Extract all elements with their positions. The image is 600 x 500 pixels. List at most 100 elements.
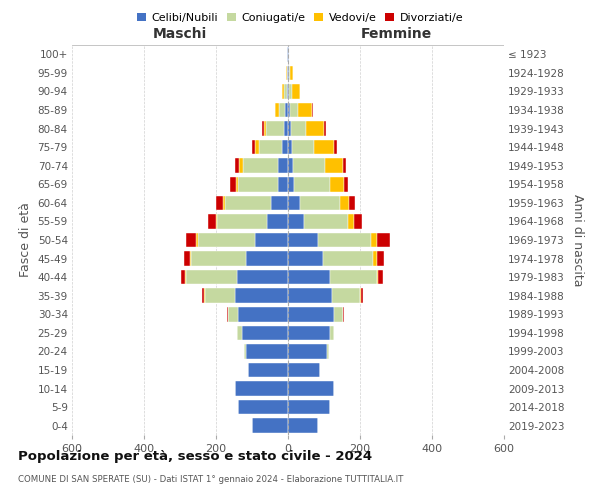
Bar (304, 214, 348, 228)
Bar (291, 122, 306, 136)
Bar (288, 307, 334, 322)
Bar (292, 84, 299, 98)
Bar (271, 196, 288, 210)
Bar (205, 288, 235, 303)
Bar (242, 158, 278, 173)
Bar (343, 307, 344, 322)
Bar (244, 344, 245, 358)
Y-axis label: Anni di nascita: Anni di nascita (571, 194, 584, 286)
Bar (252, 140, 255, 154)
Bar (317, 233, 371, 247)
Bar (288, 47, 289, 62)
Bar (185, 270, 186, 284)
Bar (266, 122, 284, 136)
Bar (288, 103, 290, 117)
Bar (198, 233, 255, 247)
Bar (275, 103, 278, 117)
Bar (295, 177, 330, 192)
Bar (292, 140, 314, 154)
Bar (325, 158, 343, 173)
Bar (348, 214, 354, 228)
Bar (377, 233, 390, 247)
Bar (217, 214, 267, 228)
Bar (224, 196, 271, 210)
Bar (314, 140, 334, 154)
Bar (287, 47, 288, 62)
Bar (235, 288, 288, 303)
Bar (230, 177, 236, 192)
Bar (290, 66, 293, 80)
Bar (289, 66, 290, 80)
Bar (223, 196, 224, 210)
Text: COMUNE DI SAN SPERATE (SU) - Dati ISTAT 1° gennaio 2024 - Elaborazione TUTTITALI: COMUNE DI SAN SPERATE (SU) - Dati ISTAT … (18, 475, 403, 484)
Bar (288, 326, 331, 340)
Bar (361, 288, 362, 303)
Bar (288, 270, 331, 284)
Bar (360, 288, 361, 303)
Y-axis label: Fasce di età: Fasce di età (19, 202, 32, 278)
Bar (252, 418, 288, 433)
Bar (288, 344, 327, 358)
Bar (323, 252, 373, 266)
Bar (186, 233, 196, 247)
Bar (334, 307, 343, 322)
Bar (285, 103, 288, 117)
Bar (288, 66, 289, 80)
Bar (324, 122, 326, 136)
Bar (327, 344, 329, 358)
Bar (236, 177, 238, 192)
Bar (288, 288, 332, 303)
Bar (288, 252, 323, 266)
Bar (373, 252, 377, 266)
Legend: Celibi/Nubili, Coniugati/e, Vedovi/e, Divorziati/e: Celibi/Nubili, Coniugati/e, Vedovi/e, Di… (132, 8, 468, 27)
Bar (293, 158, 325, 173)
Bar (377, 270, 379, 284)
Bar (289, 84, 292, 98)
Bar (184, 252, 190, 266)
Text: Maschi: Maschi (153, 28, 207, 42)
Bar (288, 140, 292, 154)
Bar (262, 122, 263, 136)
Bar (282, 84, 284, 98)
Text: Femmine: Femmine (361, 28, 431, 42)
Bar (255, 140, 259, 154)
Bar (287, 66, 288, 80)
Bar (290, 103, 298, 117)
Bar (288, 382, 334, 396)
Bar (331, 270, 377, 284)
Bar (331, 326, 334, 340)
Bar (181, 270, 185, 284)
Bar (281, 140, 288, 154)
Bar (330, 177, 344, 192)
Bar (288, 363, 320, 377)
Bar (227, 307, 238, 322)
Bar (196, 233, 198, 247)
Bar (239, 158, 242, 173)
Bar (235, 382, 288, 396)
Bar (334, 140, 337, 154)
Bar (215, 214, 217, 228)
Bar (377, 252, 384, 266)
Bar (306, 122, 324, 136)
Bar (236, 326, 242, 340)
Bar (288, 233, 317, 247)
Bar (299, 196, 340, 210)
Bar (288, 418, 317, 433)
Bar (202, 288, 205, 303)
Bar (288, 158, 293, 173)
Bar (263, 122, 266, 136)
Bar (354, 214, 362, 228)
Bar (245, 252, 288, 266)
Bar (288, 196, 299, 210)
Bar (288, 122, 291, 136)
Bar (259, 140, 281, 154)
Bar (238, 400, 288, 414)
Bar (288, 214, 304, 228)
Bar (286, 66, 287, 80)
Bar (248, 363, 288, 377)
Bar (208, 214, 215, 228)
Bar (242, 326, 288, 340)
Bar (255, 233, 288, 247)
Bar (349, 196, 355, 210)
Bar (217, 196, 223, 210)
